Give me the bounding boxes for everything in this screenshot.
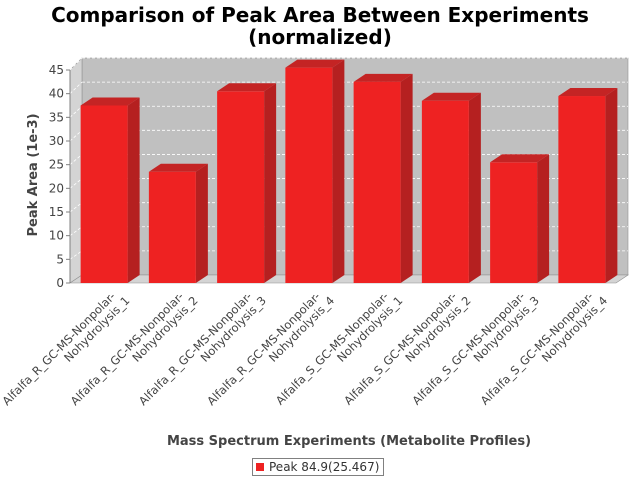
bar-top [285, 59, 345, 68]
gridline-side [69, 130, 83, 142]
x-tick-label: Alfalfa_S_GC-MS-Nonpolar-Nohydrolysis_1 [273, 284, 405, 416]
gridline-side [69, 154, 83, 165]
legend-swatch [256, 463, 264, 471]
x-tick-label: Alfalfa_R_GC-MS-Nonpolar-Nohydrolysis_1 [0, 284, 132, 417]
gridline-side [69, 178, 83, 189]
x-tick-label: Alfalfa_R_GC-MS-Nonpolar-Nohydrolysis_2 [68, 284, 201, 417]
x-tick-label: Alfalfa_S_GC-MS-Nonpolar-Nohydrolysis_4 [478, 284, 610, 416]
y-tick-label: 40 [49, 87, 64, 101]
bar-side [537, 154, 550, 283]
y-tick-label: 5 [56, 252, 64, 266]
bar-side [332, 59, 345, 284]
chart-title-line2: (normalized) [248, 25, 392, 49]
bar-top [80, 97, 140, 106]
bar [558, 96, 606, 284]
y-tick-label: 20 [49, 181, 64, 195]
bar [80, 105, 128, 283]
y-tick-label: 15 [49, 205, 64, 219]
bar-side [400, 73, 413, 283]
bar [421, 100, 469, 284]
bar [490, 162, 538, 283]
y-axis-label: Peak Area (1e-3) [26, 113, 41, 236]
bar-top [558, 88, 618, 97]
y-tick-label: 0 [56, 276, 64, 290]
bar [217, 91, 265, 283]
bar [353, 81, 401, 283]
gridline-side [69, 202, 83, 213]
x-tick-label: Alfalfa_S_GC-MS-Nonpolar-Nohydrolysis_2 [341, 284, 473, 416]
bar-top [353, 73, 413, 82]
bar-side [195, 163, 208, 283]
chart-title-line1: Comparison of Peak Area Between Experime… [51, 3, 589, 27]
bar-top [490, 154, 550, 163]
x-axis-label: Mass Spectrum Experiments (Metabolite Pr… [167, 434, 531, 449]
bar-side [468, 92, 481, 284]
gridline-side [69, 226, 83, 236]
legend-label: Peak 84.9(25.467) [269, 460, 380, 474]
legend: Peak 84.9(25.467) [252, 458, 385, 476]
gridline-side [69, 105, 83, 118]
x-tick-label: Alfalfa_R_GC-MS-Nonpolar-Nohydrolysis_4 [204, 284, 337, 417]
bar [148, 171, 196, 283]
y-tick-label: 45 [49, 63, 64, 77]
bar-side [605, 88, 618, 284]
bar-top [421, 92, 481, 101]
x-tick-label: Alfalfa_S_GC-MS-Nonpolar-Nohydrolysis_3 [409, 284, 541, 416]
bar [285, 67, 333, 283]
bar-top [148, 163, 208, 172]
y-tick-label: 30 [49, 134, 64, 148]
x-tick-label: Alfalfa_R_GC-MS-Nonpolar-Nohydrolysis_3 [136, 284, 269, 417]
y-tick-label: 25 [49, 158, 64, 172]
y-tick-label: 35 [49, 110, 64, 124]
gridline-side [69, 250, 83, 260]
gridline-side [69, 81, 83, 94]
bar-side [127, 97, 140, 283]
gridline-side [69, 57, 83, 71]
bar-side [264, 83, 277, 283]
bar-top [217, 83, 277, 92]
y-tick-label: 10 [49, 229, 64, 243]
